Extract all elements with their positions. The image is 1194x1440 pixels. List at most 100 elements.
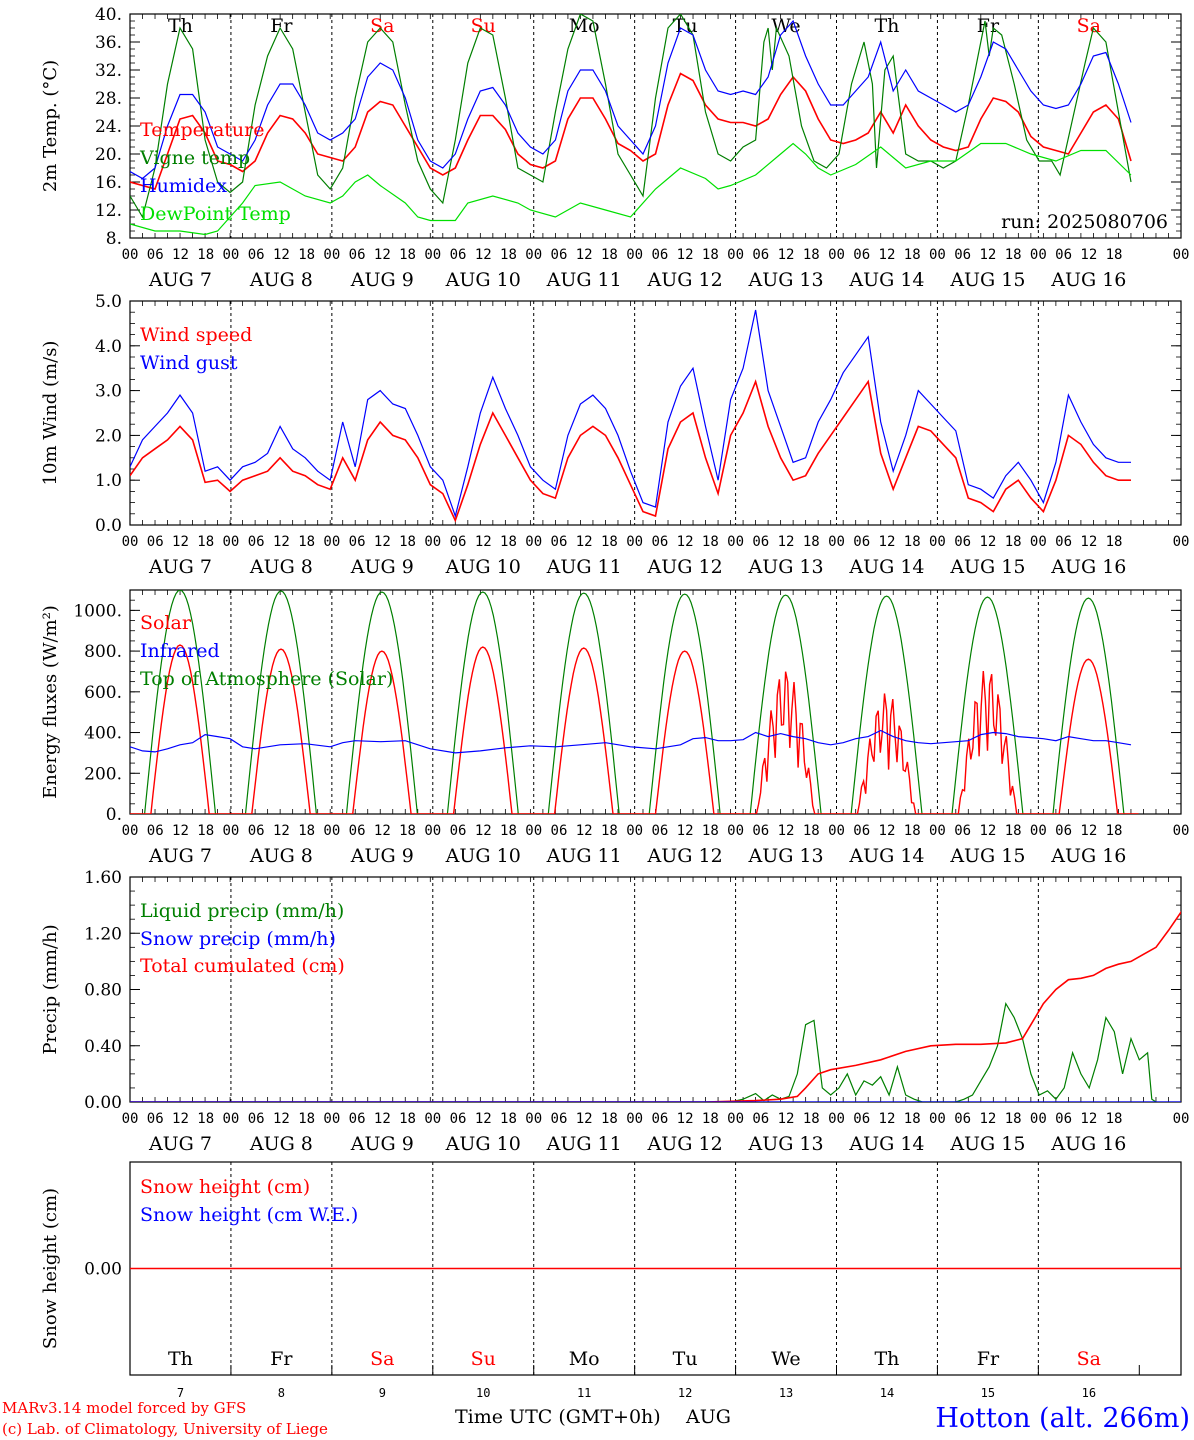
hour-tick-label: 00 <box>424 1111 441 1127</box>
date-label: AUG 14 <box>848 269 924 291</box>
hour-tick-label: 00 <box>727 534 744 550</box>
hour-tick-label: 18 <box>298 823 315 839</box>
hour-tick-label: 12 <box>778 247 795 263</box>
plot-frame <box>129 589 1182 815</box>
hour-tick-label: 12 <box>172 1111 189 1127</box>
hour-tick-label: 12 <box>374 823 391 839</box>
hour-tick-label: 00 <box>122 1111 139 1127</box>
date-label: AUG 12 <box>647 556 723 578</box>
y-tick-label: 1000. <box>73 601 122 621</box>
hour-tick-label: 12 <box>172 534 189 550</box>
hour-tick-label: 12 <box>778 823 795 839</box>
day-of-week-label: Sa <box>1077 15 1101 37</box>
date-label: AUG 13 <box>747 269 823 291</box>
date-label: AUG 9 <box>350 1133 414 1155</box>
hour-tick-label: 06 <box>752 247 769 263</box>
hour-tick-label: 18 <box>1106 1111 1123 1127</box>
y-tick-label: 28. <box>95 89 122 109</box>
y-tick-label: 4.0 <box>95 337 122 357</box>
legend-entry: Liquid precip (mm/h) <box>140 900 344 922</box>
hour-tick-label: 00 <box>1030 247 1047 263</box>
hour-tick-label: 06 <box>651 247 668 263</box>
date-label: AUG 14 <box>848 845 924 867</box>
date-label: AUG 14 <box>848 1133 924 1155</box>
date-label: AUG 10 <box>445 845 521 867</box>
day-number-label: 15 <box>981 1386 995 1400</box>
hour-tick-label: 12 <box>677 247 694 263</box>
y-tick-label: 3.0 <box>95 382 122 402</box>
hour-tick-label: 12 <box>677 534 694 550</box>
hour-tick-label: 00 <box>525 247 542 263</box>
hour-tick-label: 00 <box>929 247 946 263</box>
hour-tick-label: 00 <box>929 823 946 839</box>
hour-tick-label: 12 <box>475 823 492 839</box>
hour-tick-label: 06 <box>651 823 668 839</box>
y-tick-label: 0.40 <box>84 1037 122 1057</box>
hour-tick-label: 18 <box>1005 247 1022 263</box>
plot-frame <box>129 300 1182 526</box>
hour-tick-label: 00 <box>222 823 239 839</box>
hour-tick-label: 06 <box>752 823 769 839</box>
hour-tick-label: 00 <box>424 823 441 839</box>
hour-tick-label: 12 <box>273 534 290 550</box>
hour-tick-label: 12 <box>475 247 492 263</box>
legend-entry: Top of Atmosphere (Solar) <box>140 668 393 690</box>
day-of-week-label: Su <box>471 15 496 37</box>
panel-4: 0.00 0.40 0.80 1.20 1.60 Precip (mm/h) 00 06 12 1… <box>40 868 1189 1155</box>
hour-tick-label: 18 <box>601 534 618 550</box>
hour-tick-label: 12 <box>576 534 593 550</box>
hour-tick-label: 00 <box>727 1111 744 1127</box>
legend-entry: Snow precip (mm/h) <box>140 928 336 950</box>
month-label: AUG <box>685 1406 731 1428</box>
hour-tick-label: 12 <box>1080 534 1097 550</box>
hour-tick-label: 06 <box>651 1111 668 1127</box>
date-label: AUG 11 <box>546 269 622 291</box>
hour-tick-label: 06 <box>450 247 467 263</box>
hour-tick-label: 18 <box>803 247 820 263</box>
hour-tick-label: 06 <box>147 534 164 550</box>
date-label: AUG 14 <box>848 556 924 578</box>
date-label: AUG 8 <box>249 845 313 867</box>
hour-tick-label: 06 <box>248 247 265 263</box>
y-tick-label: 1.20 <box>84 924 122 944</box>
series-wind-gust <box>130 309 1131 519</box>
hour-tick-label: 06 <box>248 1111 265 1127</box>
hour-tick-label: 00 <box>424 247 441 263</box>
hour-tick-label: 06 <box>248 534 265 550</box>
hour-tick-label: 06 <box>752 534 769 550</box>
hour-tick-label: 12 <box>1080 823 1097 839</box>
panel-2: 0.0 1.0 2.0 3.0 4.0 5.0 10m Wind (m/s) 00 06 12 18… <box>40 292 1189 578</box>
y-tick-label: 24. <box>95 117 122 137</box>
hour-tick-label: 06 <box>1055 247 1072 263</box>
y-tick-label: 36. <box>95 33 122 53</box>
day-of-week-label: Fr <box>270 15 293 37</box>
day-number-label: 8 <box>278 1386 285 1400</box>
hour-tick-label: 18 <box>904 823 921 839</box>
hour-tick-label: 18 <box>803 823 820 839</box>
date-label: AUG 16 <box>1050 1133 1126 1155</box>
y-tick-label: 1.60 <box>84 868 122 888</box>
hour-tick-label: 18 <box>500 247 517 263</box>
footer-model: MARv3.14 model forced by GFS <box>2 1399 246 1417</box>
hour-tick-label: 18 <box>904 1111 921 1127</box>
hour-tick-label: 12 <box>374 247 391 263</box>
hour-tick-label: 00 <box>122 247 139 263</box>
legend-entry: Snow height (cm) <box>140 1176 310 1198</box>
y-tick-label: 8. <box>106 229 122 249</box>
hour-tick-label: 12 <box>576 247 593 263</box>
series-infrared <box>130 729 1132 754</box>
hour-tick-label: 06 <box>349 534 366 550</box>
y-tick-label: 0.0 <box>95 516 122 536</box>
hour-tick-label: 00 <box>122 534 139 550</box>
series-dewpoint-temp <box>130 142 1132 236</box>
y-axis-label: Precip (mm/h) <box>40 924 61 1054</box>
y-tick-label: 400. <box>84 724 122 744</box>
hour-tick-label: 18 <box>702 823 719 839</box>
date-label: AUG 11 <box>546 556 622 578</box>
hour-tick-label: 00 <box>626 247 643 263</box>
day-number-label: 14 <box>880 1386 894 1400</box>
hour-tick-label: 12 <box>879 247 896 263</box>
hour-tick-label: 00 <box>828 1111 845 1127</box>
hour-tick-label: 18 <box>399 534 416 550</box>
